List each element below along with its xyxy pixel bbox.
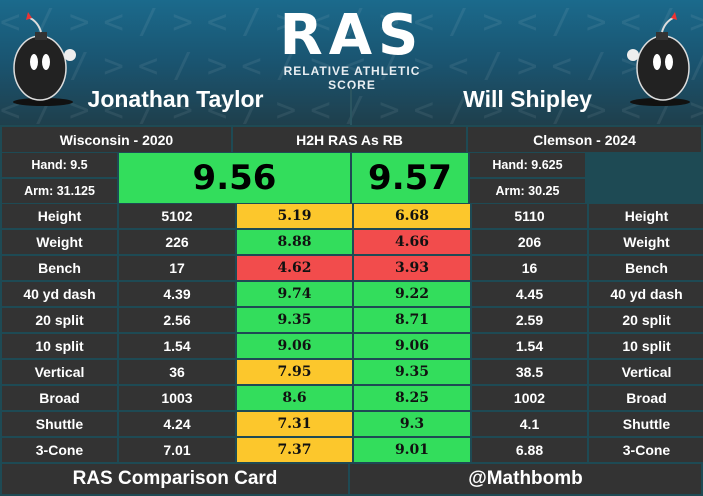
- player-1-school: Wisconsin - 2020: [2, 127, 231, 152]
- metric-label: 20 split: [589, 308, 703, 332]
- metric-label: 40 yd dash: [2, 282, 117, 306]
- player-1-score: 9.74: [237, 282, 352, 306]
- player-2-score: 4.66: [354, 230, 470, 254]
- metric-label: Weight: [589, 230, 703, 254]
- bomb-mascot-icon: [627, 12, 690, 106]
- footer: RAS Comparison Card @Mathbomb: [0, 464, 703, 494]
- metric-label: 3-Cone: [2, 438, 117, 462]
- metric-label: Bench: [589, 256, 703, 280]
- player-1-value: 226: [119, 230, 235, 254]
- player-2-hand: Hand: 9.625: [470, 153, 585, 177]
- metric-label: 20 split: [2, 308, 117, 332]
- footer-title: RAS Comparison Card: [2, 464, 348, 494]
- subheader-row: Wisconsin - 2020 H2H RAS As RB Clemson -…: [0, 127, 703, 152]
- metrics-table: Height 5102 5.19 6.68 5110 Height Weight 226 8.8…: [0, 204, 703, 462]
- player-1-hand: Hand: 9.5: [2, 153, 117, 177]
- player-2-value: 206: [472, 230, 587, 254]
- metric-label: Weight: [2, 230, 117, 254]
- header-banner: </></></></></></></></></> </></></></>…: [0, 0, 703, 125]
- player-1-name: Jonathan Taylor: [87, 86, 264, 112]
- player-2-score: 9.01: [354, 438, 470, 462]
- player-1-score: 7.31: [237, 412, 352, 436]
- player-2-score: 8.71: [354, 308, 470, 332]
- player-2-score: 9.22: [354, 282, 470, 306]
- player-2-value: 16: [472, 256, 587, 280]
- metric-label: Broad: [589, 386, 703, 410]
- comparison-title: H2H RAS As RB: [233, 127, 466, 152]
- player-2-arm: Arm: 30.25: [470, 179, 585, 203]
- player-2-score: 3.93: [354, 256, 470, 280]
- player-2-name: Will Shipley: [463, 86, 592, 112]
- player-1-measurements: Hand: 9.5 Arm: 31.125: [2, 153, 117, 203]
- metric-label: Height: [2, 204, 117, 228]
- player-2-value: 4.1: [472, 412, 587, 436]
- metric-label: Broad: [2, 386, 117, 410]
- player-2-value: 1002: [472, 386, 587, 410]
- player-1-value: 1003: [119, 386, 235, 410]
- player-2-value: 2.59: [472, 308, 587, 332]
- player-2-score: 9.06: [354, 334, 470, 358]
- metric-label: 3-Cone: [589, 438, 703, 462]
- metric-label: Height: [589, 204, 703, 228]
- background-pattern: </></></></></></></></></> </></></></>…: [0, 2, 703, 125]
- metric-label: 10 split: [589, 334, 703, 358]
- player-1-score: 5.19: [237, 204, 352, 228]
- player-1-score: 8.88: [237, 230, 352, 254]
- player-2-measurements: Hand: 9.625 Arm: 30.25: [470, 153, 585, 203]
- player-1-value: 4.39: [119, 282, 235, 306]
- player-1-score: 7.37: [237, 438, 352, 462]
- player-1-value: 5102: [119, 204, 235, 228]
- footer-handle: @Mathbomb: [350, 464, 701, 494]
- player-1-value: 2.56: [119, 308, 235, 332]
- player-1-value: 7.01: [119, 438, 235, 462]
- metric-label: Vertical: [2, 360, 117, 384]
- player-1-value: 17: [119, 256, 235, 280]
- metric-label: 40 yd dash: [589, 282, 703, 306]
- player-2-score: 9.35: [354, 360, 470, 384]
- player-1-score: 9.06: [237, 334, 352, 358]
- player-1-value: 1.54: [119, 334, 235, 358]
- player-2-value: 6.88: [472, 438, 587, 462]
- metric-label: Vertical: [589, 360, 703, 384]
- player-2-score: 6.68: [354, 204, 470, 228]
- player-1-score: 8.6: [237, 386, 352, 410]
- player-2-score: 9.3: [354, 412, 470, 436]
- score-row: Hand: 9.5 Arm: 31.125 9.56 9.57 Hand: 9.…: [0, 153, 703, 203]
- player-1-arm: Arm: 31.125: [2, 179, 117, 203]
- player-2-value: 5110: [472, 204, 587, 228]
- player-1-value: 36: [119, 360, 235, 384]
- metric-label: Bench: [2, 256, 117, 280]
- metric-label: Shuttle: [589, 412, 703, 436]
- bomb-mascot-icon: [13, 12, 76, 106]
- player-2-ras-score: 9.57: [352, 153, 468, 203]
- player-2-school: Clemson - 2024: [468, 127, 701, 152]
- metric-label: Shuttle: [2, 412, 117, 436]
- divider: [350, 85, 352, 125]
- player-2-score: 8.25: [354, 386, 470, 410]
- player-1-score: 7.95: [237, 360, 352, 384]
- player-2-value: 4.45: [472, 282, 587, 306]
- player-1-ras-score: 9.56: [119, 153, 350, 203]
- metric-label: 10 split: [2, 334, 117, 358]
- player-1-score: 9.35: [237, 308, 352, 332]
- player-2-value: 1.54: [472, 334, 587, 358]
- player-1-score: 4.62: [237, 256, 352, 280]
- ras-logo: RAS RELATIVE ATHLETIC SCORE: [279, 3, 425, 93]
- player-2-value: 38.5: [472, 360, 587, 384]
- player-1-value: 4.24: [119, 412, 235, 436]
